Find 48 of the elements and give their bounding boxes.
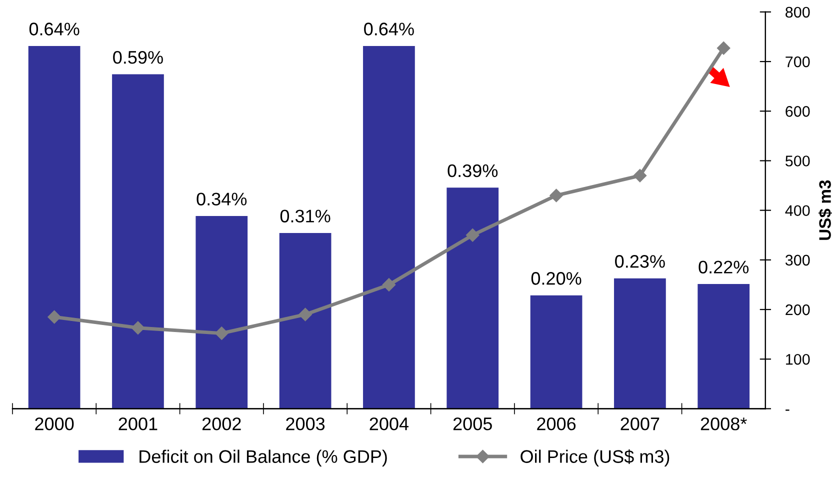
y2-tick-label: -	[786, 410, 790, 411]
point	[633, 169, 647, 182]
y2-tick-label: 100	[786, 354, 810, 365]
x-tick-label: 2001	[118, 418, 158, 430]
data-label: 0.31%	[280, 210, 330, 222]
y2-tick-label: 300	[785, 254, 810, 266]
bar	[112, 74, 164, 409]
data-label: 0.39%	[448, 164, 498, 178]
bar	[446, 188, 499, 409]
y2-tick-label: 500	[785, 156, 810, 166]
point	[382, 278, 396, 292]
bar	[698, 284, 750, 409]
bar	[363, 46, 415, 409]
x-tick-label: 2006	[537, 418, 576, 430]
y2-tick-label: 400	[785, 205, 810, 216]
data-label: 0.64%	[29, 22, 80, 36]
y2-axis-title: US$ m3	[818, 180, 832, 240]
data-label: 0.34%	[196, 192, 247, 206]
point	[550, 188, 563, 202]
point	[131, 321, 145, 334]
point	[298, 308, 312, 322]
point	[466, 228, 480, 242]
data-label: 0.59%	[113, 50, 163, 64]
bar	[530, 295, 582, 409]
legend-label: Deficit on Oil Balance (% GDP)	[140, 450, 387, 467]
x-tick-label: 2005	[453, 418, 492, 430]
point	[717, 42, 730, 55]
point	[215, 326, 228, 340]
x-tick-label: 2008*	[700, 418, 747, 430]
bar	[614, 278, 666, 409]
x-tick-label: 2004	[370, 418, 409, 430]
y2-tick-label: 200	[786, 304, 810, 316]
data-label: 0.23%	[615, 255, 665, 268]
bar	[28, 46, 80, 409]
y2-tick-label: 600	[786, 106, 810, 117]
data-label: 0.22%	[698, 260, 749, 274]
bar	[196, 216, 248, 409]
y2-tick-label: 800	[786, 6, 810, 18]
data-label: 0.64%	[364, 22, 414, 36]
bar	[279, 232, 332, 409]
x-tick-label: 2003	[286, 418, 325, 430]
x-tick-label: 2000	[35, 418, 74, 430]
x-tick-label: 2007	[620, 418, 660, 430]
y2-tick-label: 700	[786, 56, 810, 68]
legend-label: Oil Price (US$ m3)	[520, 449, 670, 467]
data-label: 0.20%	[531, 272, 582, 285]
point	[48, 310, 61, 324]
x-tick-label: 2002	[202, 418, 241, 430]
